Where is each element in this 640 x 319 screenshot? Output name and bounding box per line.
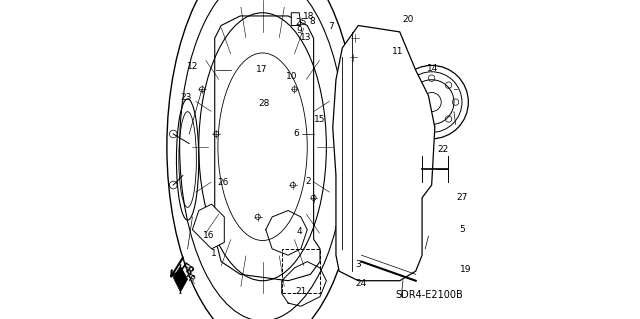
- FancyBboxPatch shape: [273, 85, 281, 99]
- Text: 8: 8: [310, 17, 316, 26]
- Text: 14: 14: [427, 64, 438, 73]
- Text: 23: 23: [180, 93, 191, 102]
- Text: 25: 25: [295, 19, 307, 27]
- Text: 6: 6: [294, 129, 300, 138]
- Text: 15: 15: [314, 115, 326, 124]
- Text: 3: 3: [355, 260, 361, 269]
- FancyBboxPatch shape: [287, 140, 295, 154]
- FancyBboxPatch shape: [244, 195, 252, 209]
- Text: 22: 22: [437, 145, 449, 154]
- Text: FR.: FR.: [178, 262, 198, 280]
- Text: 16: 16: [203, 231, 214, 240]
- FancyBboxPatch shape: [232, 118, 239, 132]
- Text: 24: 24: [356, 279, 367, 288]
- FancyBboxPatch shape: [232, 161, 239, 175]
- Text: 5: 5: [460, 225, 465, 234]
- Text: SDR4-E2100B: SDR4-E2100B: [396, 290, 463, 300]
- Polygon shape: [193, 204, 224, 249]
- Polygon shape: [173, 265, 188, 293]
- Text: 21: 21: [295, 287, 307, 296]
- Text: 17: 17: [255, 65, 267, 74]
- FancyBboxPatch shape: [237, 99, 244, 113]
- Text: 12: 12: [187, 63, 198, 71]
- FancyBboxPatch shape: [264, 203, 271, 217]
- Text: 11: 11: [392, 47, 403, 56]
- FancyBboxPatch shape: [273, 195, 281, 209]
- Text: 18: 18: [303, 12, 314, 21]
- FancyBboxPatch shape: [285, 161, 293, 175]
- Text: 13: 13: [300, 33, 312, 42]
- Text: 9: 9: [296, 26, 302, 35]
- Text: 27: 27: [456, 193, 468, 202]
- FancyBboxPatch shape: [237, 181, 244, 195]
- Polygon shape: [215, 16, 320, 281]
- FancyBboxPatch shape: [281, 99, 289, 113]
- Text: 1: 1: [211, 249, 216, 258]
- FancyBboxPatch shape: [281, 181, 289, 195]
- Text: 4: 4: [296, 227, 301, 236]
- Polygon shape: [333, 26, 435, 281]
- Polygon shape: [291, 13, 301, 26]
- Text: FR.: FR.: [182, 272, 198, 286]
- FancyBboxPatch shape: [264, 77, 271, 91]
- FancyBboxPatch shape: [230, 140, 237, 154]
- Text: 19: 19: [460, 265, 471, 274]
- FancyBboxPatch shape: [254, 77, 261, 91]
- FancyBboxPatch shape: [254, 203, 261, 217]
- Text: 28: 28: [259, 99, 270, 108]
- Text: 10: 10: [286, 72, 298, 81]
- Text: 2: 2: [306, 177, 311, 186]
- FancyBboxPatch shape: [285, 118, 293, 132]
- Text: 7: 7: [328, 22, 333, 31]
- Text: 20: 20: [403, 15, 413, 24]
- Text: 26: 26: [218, 178, 228, 187]
- FancyBboxPatch shape: [244, 85, 252, 99]
